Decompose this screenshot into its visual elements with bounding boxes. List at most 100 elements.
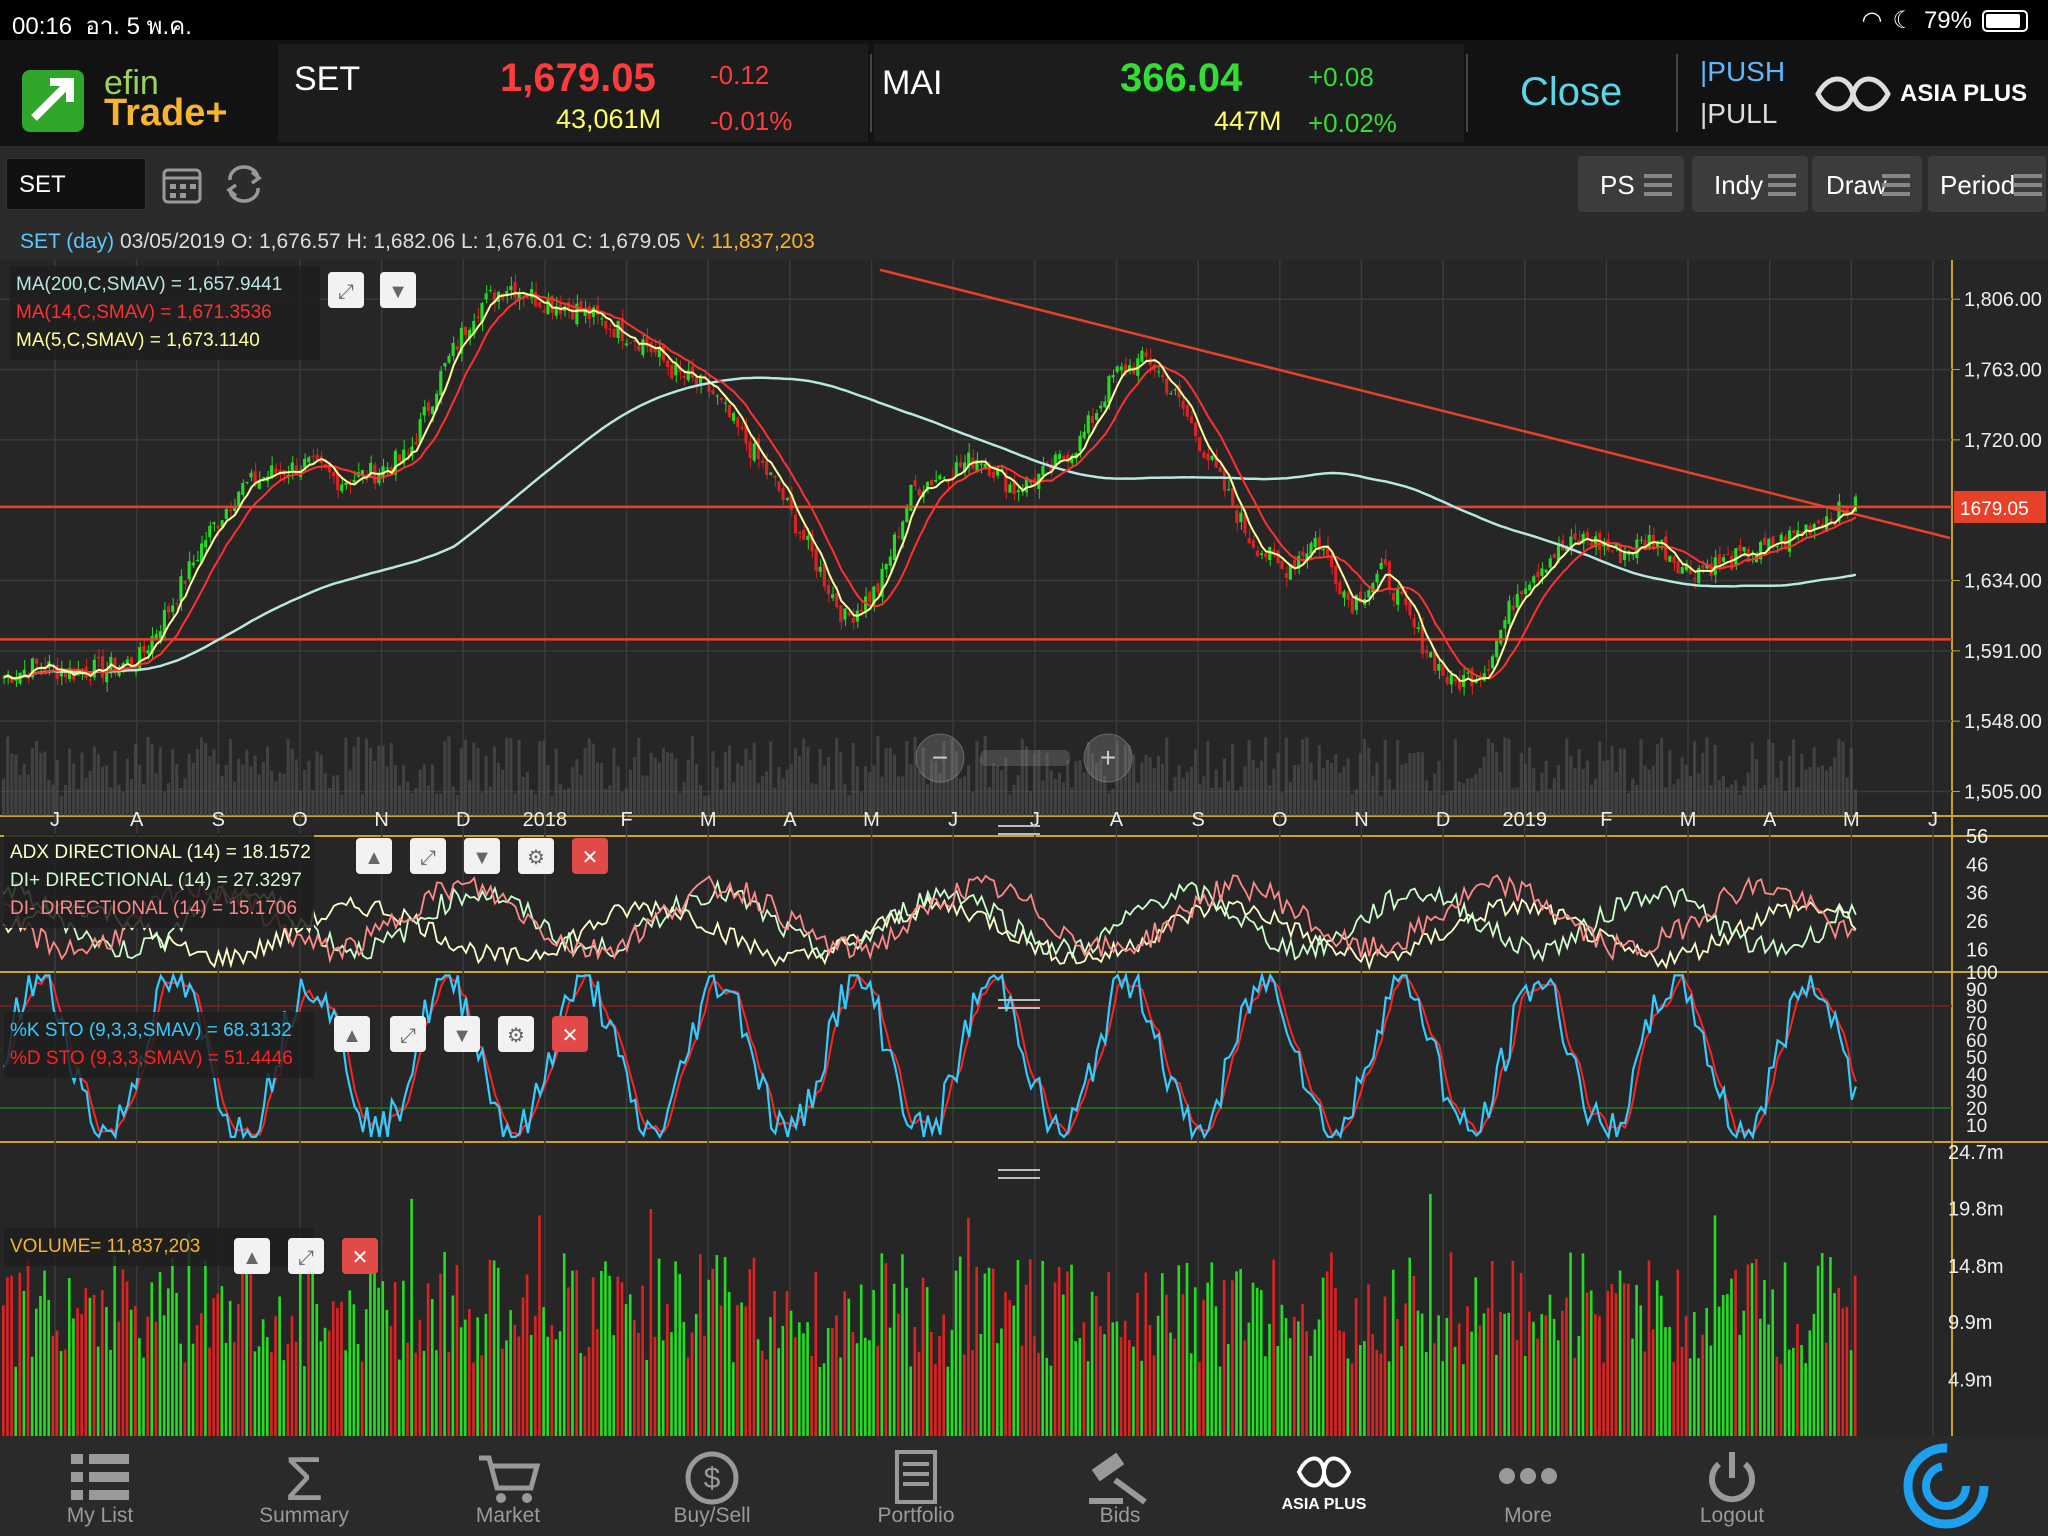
volume-overlay-bar bbox=[1140, 762, 1144, 816]
calendar-icon[interactable] bbox=[160, 162, 204, 206]
volume-bar bbox=[1606, 1291, 1610, 1436]
expand-icon[interactable]: ⤢ bbox=[390, 1016, 426, 1052]
candle-body bbox=[63, 672, 67, 678]
candle-body bbox=[773, 475, 777, 478]
move-down-icon[interactable]: ▼ bbox=[444, 1016, 480, 1052]
symbol-input[interactable]: SET bbox=[6, 158, 146, 210]
volume-bar bbox=[628, 1294, 632, 1436]
volume-overlay-bar bbox=[1581, 769, 1585, 816]
volume-overlay-bar bbox=[1160, 763, 1165, 816]
volume-overlay-bar bbox=[2, 778, 6, 816]
period-button[interactable]: Period bbox=[1928, 156, 2046, 212]
volume-overlay-bar bbox=[1635, 784, 1639, 816]
volume-bar bbox=[265, 1337, 269, 1436]
candle-body bbox=[463, 326, 468, 336]
month-label: J bbox=[1030, 809, 1040, 831]
push-toggle[interactable]: |PUSH bbox=[1700, 56, 1786, 87]
zoom-out-icon[interactable]: − bbox=[915, 733, 965, 783]
volume-bar bbox=[843, 1291, 847, 1436]
candle-body bbox=[426, 402, 430, 412]
volume-overlay-bar bbox=[1449, 790, 1453, 816]
expand-icon[interactable]: ⤢ bbox=[328, 272, 364, 308]
volume-overlay-bar bbox=[1391, 789, 1396, 816]
volume-overlay-bar bbox=[608, 785, 612, 816]
zoom-in-icon[interactable]: + bbox=[1083, 733, 1133, 783]
pull-toggle[interactable]: |PULL bbox=[1700, 98, 1778, 129]
ps-button[interactable]: PS bbox=[1578, 156, 1684, 212]
volume-bar bbox=[39, 1295, 42, 1436]
nav-bids[interactable]: Bids bbox=[1040, 1436, 1200, 1536]
panel-resize-handle[interactable] bbox=[998, 825, 1040, 835]
volume-bar bbox=[1561, 1310, 1564, 1436]
panel-resize-handle[interactable] bbox=[998, 1169, 1040, 1179]
indy-button[interactable]: Indy bbox=[1692, 156, 1808, 212]
candle-body bbox=[901, 521, 905, 540]
volume-overlay-bar bbox=[699, 785, 703, 816]
volume-overlay-bar bbox=[26, 774, 30, 816]
move-down-icon[interactable]: ▼ bbox=[464, 838, 500, 874]
candle-body bbox=[1264, 553, 1268, 558]
refresh-icon[interactable] bbox=[222, 162, 266, 206]
volume-bar bbox=[925, 1287, 929, 1436]
mai-index-box[interactable]: MAI 366.04 +0.08 447M +0.02% bbox=[874, 44, 1464, 142]
volume-bar bbox=[884, 1263, 888, 1436]
volume-bar bbox=[175, 1292, 178, 1436]
volume-bar bbox=[793, 1337, 797, 1436]
nav-my-list[interactable]: My List bbox=[20, 1436, 180, 1536]
close-icon[interactable]: ✕ bbox=[572, 838, 608, 874]
volume-bar bbox=[835, 1315, 838, 1436]
nav-more[interactable]: More bbox=[1448, 1436, 1608, 1536]
nav-asia-plus[interactable]: ASIA PLUS bbox=[1244, 1436, 1404, 1536]
expand-icon[interactable]: ⤢ bbox=[288, 1238, 324, 1274]
close-icon[interactable]: ✕ bbox=[342, 1238, 378, 1274]
candle-body bbox=[583, 308, 587, 316]
nav-buy-sell[interactable]: $ Buy/Sell bbox=[632, 1436, 792, 1536]
chart-area[interactable]: J A S O N D 2018 F M A M J J A S O N D 2019 F M A M J 1,806.00 1,… bbox=[0, 260, 2048, 1436]
volume-bar bbox=[1622, 1283, 1626, 1436]
set-value: 1,679.05 bbox=[500, 56, 656, 100]
set-index-box[interactable]: SET 1,679.05 -0.12 43,061M -0.01% bbox=[278, 44, 868, 142]
draw-button[interactable]: Draw bbox=[1812, 156, 1922, 212]
nav-summary[interactable]: Σ Summary bbox=[224, 1436, 384, 1536]
nav-portfolio[interactable]: Portfolio bbox=[836, 1436, 996, 1536]
candle-body bbox=[538, 301, 542, 308]
volume-overlay-bar bbox=[1309, 762, 1313, 816]
candle-body bbox=[430, 406, 435, 414]
volume-bar bbox=[1420, 1313, 1424, 1436]
efin-logo: efin Trade+ bbox=[14, 56, 264, 136]
chart-svg[interactable]: J A S O N D 2018 F M A M J J A S O N D 2019 F M A M J1,806.001,… bbox=[0, 260, 2048, 1436]
volume-bar bbox=[1482, 1313, 1486, 1436]
candle-body bbox=[1536, 571, 1540, 578]
close-icon[interactable]: ✕ bbox=[552, 1016, 588, 1052]
nav-market[interactable]: Market bbox=[428, 1436, 588, 1536]
candle-body bbox=[612, 329, 616, 338]
volume-overlay-bar bbox=[1408, 752, 1412, 816]
last-price-label: 1679.05 bbox=[1960, 499, 2029, 520]
volume-overlay-bar bbox=[1437, 761, 1441, 816]
brand-trade: Trade+ bbox=[104, 92, 228, 134]
settings-icon[interactable]: ⚙ bbox=[518, 838, 554, 874]
candle-body bbox=[204, 540, 208, 548]
nav-logout[interactable]: Logout bbox=[1652, 1436, 1812, 1536]
volume-overlay-bar bbox=[261, 762, 265, 816]
candle-body bbox=[661, 345, 666, 361]
volume-overlay-bar bbox=[80, 752, 84, 816]
volume-overlay-bar bbox=[1383, 739, 1387, 816]
move-up-icon[interactable]: ▲ bbox=[356, 838, 392, 874]
sto-tick-label: 100 bbox=[1966, 963, 1998, 984]
volume-overlay-bar bbox=[690, 736, 694, 816]
expand-icon[interactable]: ⤢ bbox=[410, 838, 446, 874]
volume-overlay-bar bbox=[1610, 745, 1614, 816]
move-up-icon[interactable]: ▲ bbox=[334, 1016, 370, 1052]
panel-resize-handle[interactable] bbox=[998, 999, 1040, 1009]
candle-body bbox=[1334, 565, 1338, 585]
move-down-icon[interactable]: ▼ bbox=[380, 272, 416, 308]
volume-overlay-bar bbox=[1457, 781, 1462, 816]
quick-action-icon[interactable] bbox=[1896, 1436, 1996, 1536]
candle-body bbox=[1676, 560, 1680, 574]
move-up-icon[interactable]: ▲ bbox=[234, 1238, 270, 1274]
volume-overlay-bar bbox=[253, 755, 257, 816]
volume-bar bbox=[962, 1354, 966, 1436]
settings-icon[interactable]: ⚙ bbox=[498, 1016, 534, 1052]
price-tick-label: 1,591.00 bbox=[1964, 641, 2042, 663]
